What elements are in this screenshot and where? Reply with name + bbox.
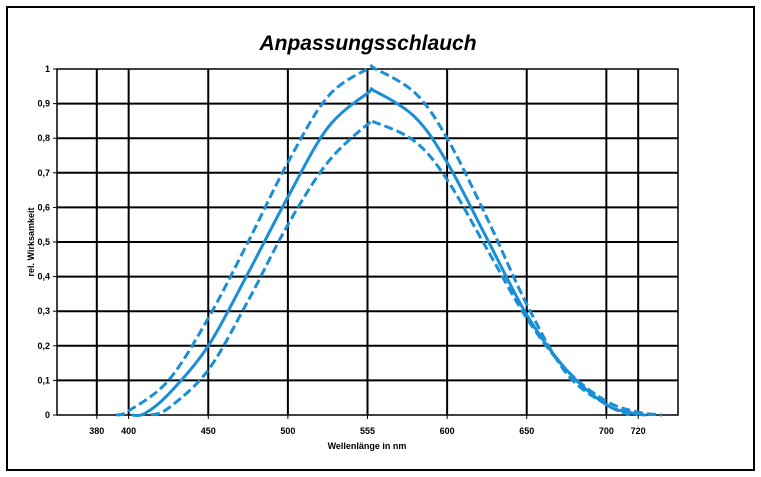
x-tick-label: 650 — [519, 426, 534, 436]
y-tick-label: 0,4 — [37, 272, 50, 282]
x-axis-label: Wellenlänge in nm — [328, 441, 407, 451]
chart-title: Anpassungsschlauch — [258, 32, 476, 55]
y-tick-label: 0,2 — [37, 341, 50, 351]
y-tick-label: 0,1 — [37, 375, 50, 385]
y-tick-label: 0,8 — [37, 133, 50, 143]
series-upper-bound-line — [115, 64, 631, 417]
x-tick-label: 555 — [360, 426, 375, 436]
x-tick-label: 500 — [280, 426, 295, 436]
grid — [57, 69, 678, 415]
x-tick-label: 380 — [89, 426, 104, 436]
x-tick-label: 600 — [440, 426, 455, 436]
y-tick-label: 0,5 — [37, 237, 50, 247]
y-axis-ticks: 0 0,1 0,2 0,3 0,4 0,5 0,6 0,7 0,8 0,9 1 — [37, 64, 57, 420]
x-tick-label: 450 — [201, 426, 216, 436]
series-group — [115, 64, 663, 418]
x-tick-label: 720 — [631, 426, 646, 436]
y-tick-label: 0,7 — [37, 168, 50, 178]
y-tick-label: 0,6 — [37, 202, 50, 212]
y-axis-label: rel. Wirksamkeit — [26, 208, 36, 277]
y-tick-label: 1 — [45, 64, 50, 74]
y-tick-label: 0,3 — [37, 306, 50, 316]
x-axis-ticks: 380 400 450 500 555 600 650 700 720 — [89, 415, 646, 436]
x-tick-label: 700 — [599, 426, 614, 436]
x-tick-label: 400 — [121, 426, 136, 436]
y-tick-label: 0,9 — [37, 99, 50, 109]
y-tick-label: 0 — [45, 410, 50, 420]
series-lower-bound-line — [150, 118, 663, 417]
chart-frame — [6, 6, 755, 471]
